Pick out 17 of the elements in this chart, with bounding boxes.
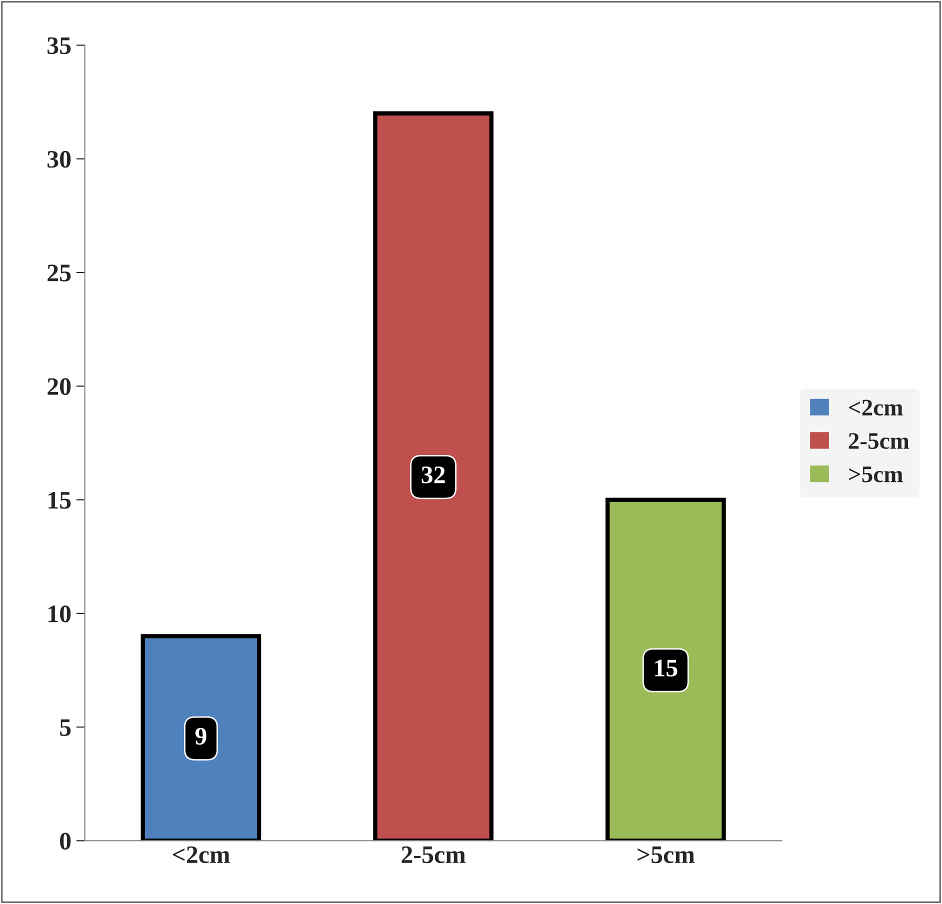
legend-label: <2cm — [849, 400, 903, 416]
y-tick-label: 25 — [48, 264, 71, 282]
y-tick-label: 0 — [60, 832, 71, 850]
y-tick-label: 5 — [60, 719, 71, 736]
x-tick-label: 2-5cm — [402, 846, 466, 864]
x-tick-label: <2cm — [172, 846, 230, 864]
y-tick-label: 35 — [48, 37, 71, 54]
x-tick-label: >5cm — [638, 846, 695, 864]
data-label: 9 — [195, 728, 206, 745]
legend-label: 2-5cm — [848, 433, 910, 449]
data-label: 15 — [655, 660, 678, 677]
y-tick-label: 30 — [48, 150, 71, 168]
y-tick-label: 10 — [48, 605, 71, 622]
y-tick-label: 20 — [48, 378, 71, 396]
y-tick-label: 15 — [48, 492, 71, 509]
data-label: 32 — [422, 466, 445, 484]
legend-label: >5cm — [849, 466, 903, 482]
